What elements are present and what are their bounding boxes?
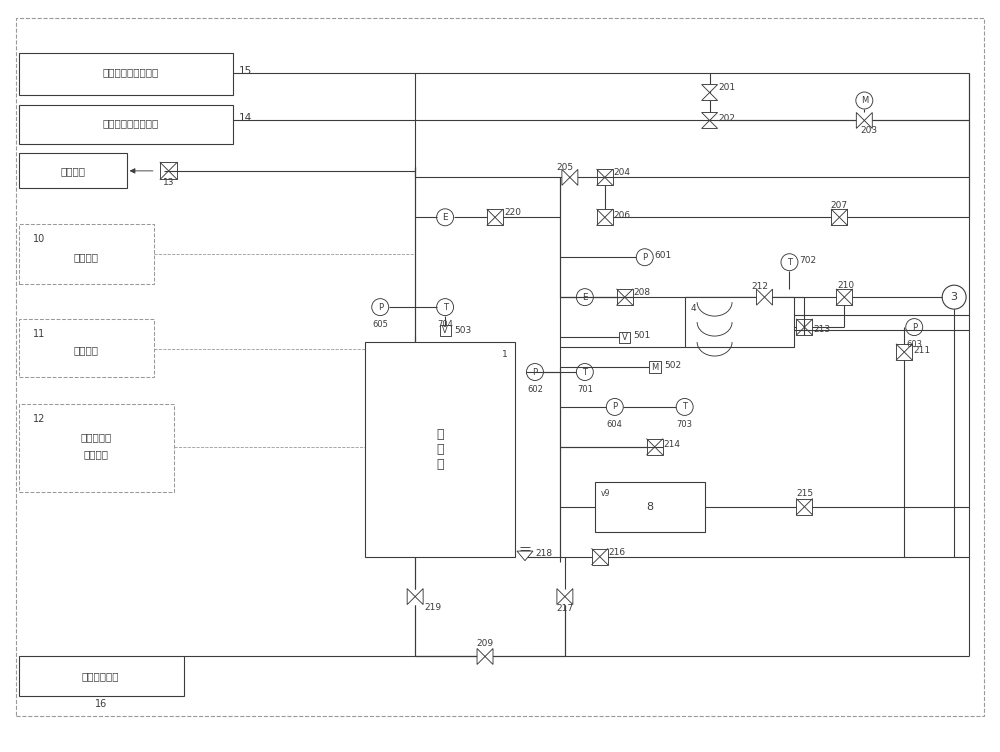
Text: 204: 204 — [614, 168, 631, 177]
FancyBboxPatch shape — [19, 153, 127, 188]
Polygon shape — [562, 169, 570, 185]
FancyBboxPatch shape — [365, 342, 515, 556]
Text: 210: 210 — [838, 280, 855, 290]
Text: 数据测量与: 数据测量与 — [80, 432, 111, 442]
Polygon shape — [702, 92, 718, 101]
Polygon shape — [415, 589, 423, 605]
Text: 212: 212 — [751, 282, 768, 291]
FancyBboxPatch shape — [649, 361, 661, 373]
Text: 219: 219 — [424, 603, 441, 612]
Text: 603: 603 — [906, 340, 922, 349]
Text: 启动锅炉水箱: 启动锅炉水箱 — [82, 672, 119, 681]
Polygon shape — [856, 113, 864, 129]
Text: 8: 8 — [646, 502, 653, 512]
Text: 203: 203 — [861, 126, 878, 135]
Text: 205: 205 — [556, 163, 573, 172]
Text: 601: 601 — [655, 250, 672, 259]
FancyBboxPatch shape — [685, 297, 794, 347]
Text: 13: 13 — [163, 178, 174, 187]
Polygon shape — [565, 589, 573, 605]
Text: E: E — [582, 293, 588, 302]
FancyBboxPatch shape — [19, 404, 174, 492]
Text: P: P — [912, 323, 917, 332]
Text: 502: 502 — [665, 360, 682, 369]
Text: 213: 213 — [813, 325, 831, 334]
Text: 703: 703 — [677, 420, 693, 429]
Text: P: P — [532, 368, 537, 377]
Text: 605: 605 — [372, 320, 388, 329]
Text: 3: 3 — [951, 292, 958, 302]
Text: 15: 15 — [238, 65, 252, 75]
Text: 701: 701 — [577, 385, 593, 394]
Text: 216: 216 — [609, 548, 626, 557]
Text: 仪控设备: 仪控设备 — [73, 345, 98, 355]
Text: 辅汽联箱过热蒸汽源: 辅汽联箱过热蒸汽源 — [103, 68, 159, 77]
Text: 215: 215 — [796, 490, 813, 499]
Polygon shape — [557, 589, 565, 605]
Text: 4: 4 — [691, 304, 696, 313]
Text: 1: 1 — [502, 350, 508, 359]
Text: 702: 702 — [799, 256, 817, 265]
FancyBboxPatch shape — [19, 53, 233, 95]
Text: 202: 202 — [719, 114, 736, 123]
Polygon shape — [517, 551, 533, 561]
Text: 501: 501 — [634, 331, 651, 340]
Text: 214: 214 — [664, 441, 681, 450]
Polygon shape — [570, 169, 578, 185]
Text: 向空排汽: 向空排汽 — [60, 166, 85, 176]
Text: 201: 201 — [719, 83, 736, 92]
Text: T: T — [787, 258, 792, 267]
Text: v9: v9 — [601, 489, 610, 498]
Text: 10: 10 — [33, 235, 45, 244]
Text: V: V — [442, 326, 448, 335]
Text: 试
验
件: 试 验 件 — [436, 428, 444, 471]
Polygon shape — [477, 648, 485, 665]
Text: 220: 220 — [504, 208, 521, 217]
Text: 209: 209 — [476, 639, 494, 648]
Text: 211: 211 — [913, 346, 930, 354]
FancyBboxPatch shape — [19, 656, 184, 696]
FancyBboxPatch shape — [19, 224, 154, 284]
Polygon shape — [864, 113, 872, 129]
FancyBboxPatch shape — [595, 482, 705, 532]
Text: 503: 503 — [454, 326, 471, 335]
Text: 配电设备: 配电设备 — [73, 252, 98, 262]
FancyBboxPatch shape — [440, 325, 451, 335]
Polygon shape — [702, 84, 718, 92]
Polygon shape — [757, 290, 765, 305]
Text: M: M — [861, 96, 868, 105]
Text: 208: 208 — [634, 288, 651, 296]
Text: P: P — [642, 253, 647, 262]
Text: 217: 217 — [556, 604, 573, 613]
Text: 启动锅炉过热蒸汽源: 启动锅炉过热蒸汽源 — [103, 119, 159, 129]
Text: 604: 604 — [607, 420, 623, 429]
Text: M: M — [651, 362, 658, 371]
FancyBboxPatch shape — [19, 319, 154, 377]
Text: 218: 218 — [535, 549, 552, 558]
Text: T: T — [582, 368, 587, 377]
Polygon shape — [702, 120, 718, 129]
Polygon shape — [485, 648, 493, 665]
Text: 14: 14 — [238, 114, 252, 123]
Text: P: P — [612, 402, 617, 411]
Text: 11: 11 — [33, 329, 45, 339]
Text: T: T — [443, 302, 448, 311]
Text: V: V — [622, 332, 628, 341]
Text: 207: 207 — [831, 201, 848, 210]
Text: 16: 16 — [95, 699, 107, 709]
Text: 206: 206 — [614, 211, 631, 220]
Text: E: E — [442, 213, 448, 222]
FancyBboxPatch shape — [619, 332, 630, 343]
Text: 704: 704 — [437, 320, 453, 329]
Polygon shape — [407, 589, 415, 605]
Text: 采集设备: 采集设备 — [83, 449, 108, 459]
Polygon shape — [765, 290, 772, 305]
Text: P: P — [378, 302, 383, 311]
Text: 12: 12 — [33, 414, 45, 424]
Text: T: T — [682, 402, 687, 411]
FancyBboxPatch shape — [19, 105, 233, 144]
Polygon shape — [702, 113, 718, 120]
Text: 602: 602 — [527, 385, 543, 394]
